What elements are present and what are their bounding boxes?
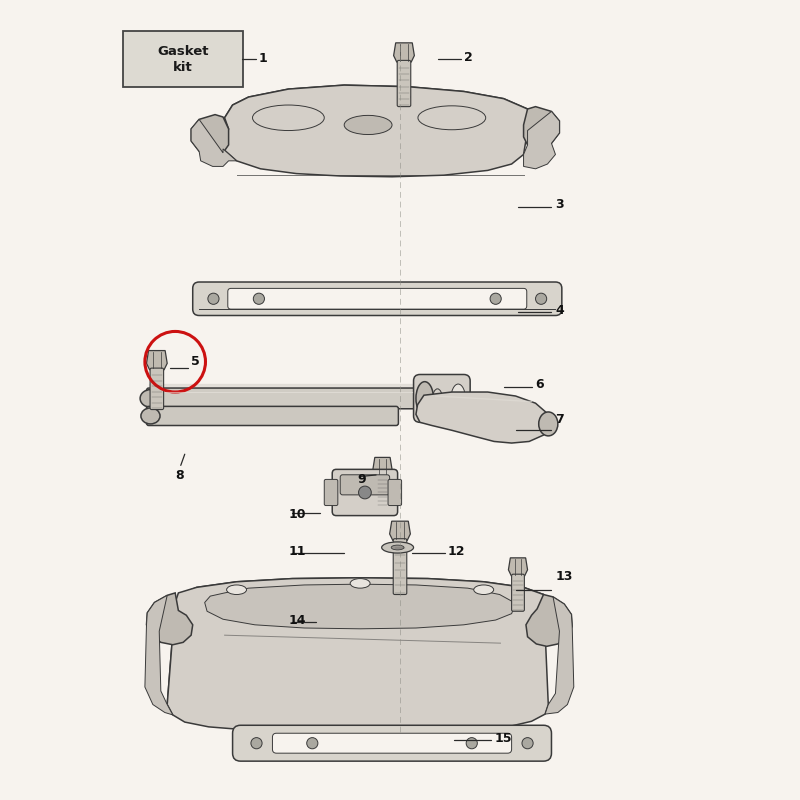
Polygon shape	[145, 595, 173, 715]
Ellipse shape	[344, 115, 392, 134]
Polygon shape	[146, 350, 167, 370]
FancyBboxPatch shape	[388, 479, 402, 506]
Ellipse shape	[398, 94, 410, 100]
Polygon shape	[175, 578, 550, 627]
FancyBboxPatch shape	[512, 574, 524, 611]
Text: 8: 8	[175, 470, 184, 482]
Text: 4: 4	[555, 304, 564, 318]
FancyBboxPatch shape	[146, 388, 430, 409]
FancyBboxPatch shape	[233, 726, 551, 761]
Text: 14: 14	[288, 614, 306, 626]
Circle shape	[254, 293, 265, 304]
Text: 10: 10	[288, 508, 306, 522]
Ellipse shape	[350, 578, 370, 588]
Text: 1: 1	[259, 52, 268, 66]
Polygon shape	[191, 114, 229, 157]
FancyBboxPatch shape	[273, 734, 512, 753]
Circle shape	[208, 293, 219, 304]
Ellipse shape	[538, 412, 558, 436]
Polygon shape	[191, 119, 237, 166]
Polygon shape	[146, 593, 193, 645]
Text: 12: 12	[448, 545, 466, 558]
Text: Gasket
kit: Gasket kit	[157, 45, 209, 74]
Polygon shape	[205, 584, 515, 629]
Ellipse shape	[391, 545, 404, 550]
Circle shape	[306, 738, 318, 749]
FancyBboxPatch shape	[146, 406, 398, 426]
Ellipse shape	[141, 408, 160, 424]
Polygon shape	[390, 521, 410, 540]
Ellipse shape	[226, 585, 246, 594]
FancyBboxPatch shape	[122, 31, 243, 87]
Circle shape	[466, 738, 478, 749]
Circle shape	[535, 293, 546, 304]
Polygon shape	[526, 594, 572, 646]
Circle shape	[358, 486, 371, 499]
Ellipse shape	[140, 390, 161, 407]
FancyBboxPatch shape	[332, 470, 398, 515]
Text: 9: 9	[357, 474, 366, 486]
Text: 2: 2	[464, 50, 473, 64]
FancyBboxPatch shape	[150, 368, 164, 410]
Ellipse shape	[418, 106, 486, 130]
Polygon shape	[545, 597, 574, 714]
Polygon shape	[509, 558, 527, 576]
Ellipse shape	[416, 382, 434, 415]
Polygon shape	[225, 85, 535, 148]
FancyBboxPatch shape	[228, 288, 526, 309]
Text: 7: 7	[555, 413, 564, 426]
Polygon shape	[394, 43, 414, 62]
Ellipse shape	[382, 542, 414, 553]
Text: 5: 5	[191, 355, 200, 368]
Text: 11: 11	[288, 545, 306, 558]
Polygon shape	[523, 111, 559, 169]
Circle shape	[522, 738, 533, 749]
Ellipse shape	[451, 384, 466, 413]
FancyBboxPatch shape	[193, 282, 562, 315]
Circle shape	[251, 738, 262, 749]
Polygon shape	[167, 602, 237, 715]
Text: 13: 13	[555, 570, 573, 583]
Text: 6: 6	[535, 378, 544, 390]
Text: 3: 3	[555, 198, 564, 211]
Polygon shape	[223, 85, 535, 177]
Polygon shape	[167, 578, 548, 733]
Polygon shape	[373, 458, 392, 475]
Text: 15: 15	[494, 731, 511, 745]
Ellipse shape	[474, 585, 494, 594]
FancyBboxPatch shape	[340, 474, 390, 495]
Polygon shape	[416, 392, 550, 443]
FancyBboxPatch shape	[414, 374, 470, 422]
FancyBboxPatch shape	[394, 538, 406, 594]
FancyBboxPatch shape	[398, 60, 410, 106]
Polygon shape	[523, 106, 559, 149]
FancyBboxPatch shape	[324, 479, 338, 506]
Ellipse shape	[253, 105, 324, 130]
Circle shape	[490, 293, 502, 304]
FancyBboxPatch shape	[376, 474, 389, 507]
